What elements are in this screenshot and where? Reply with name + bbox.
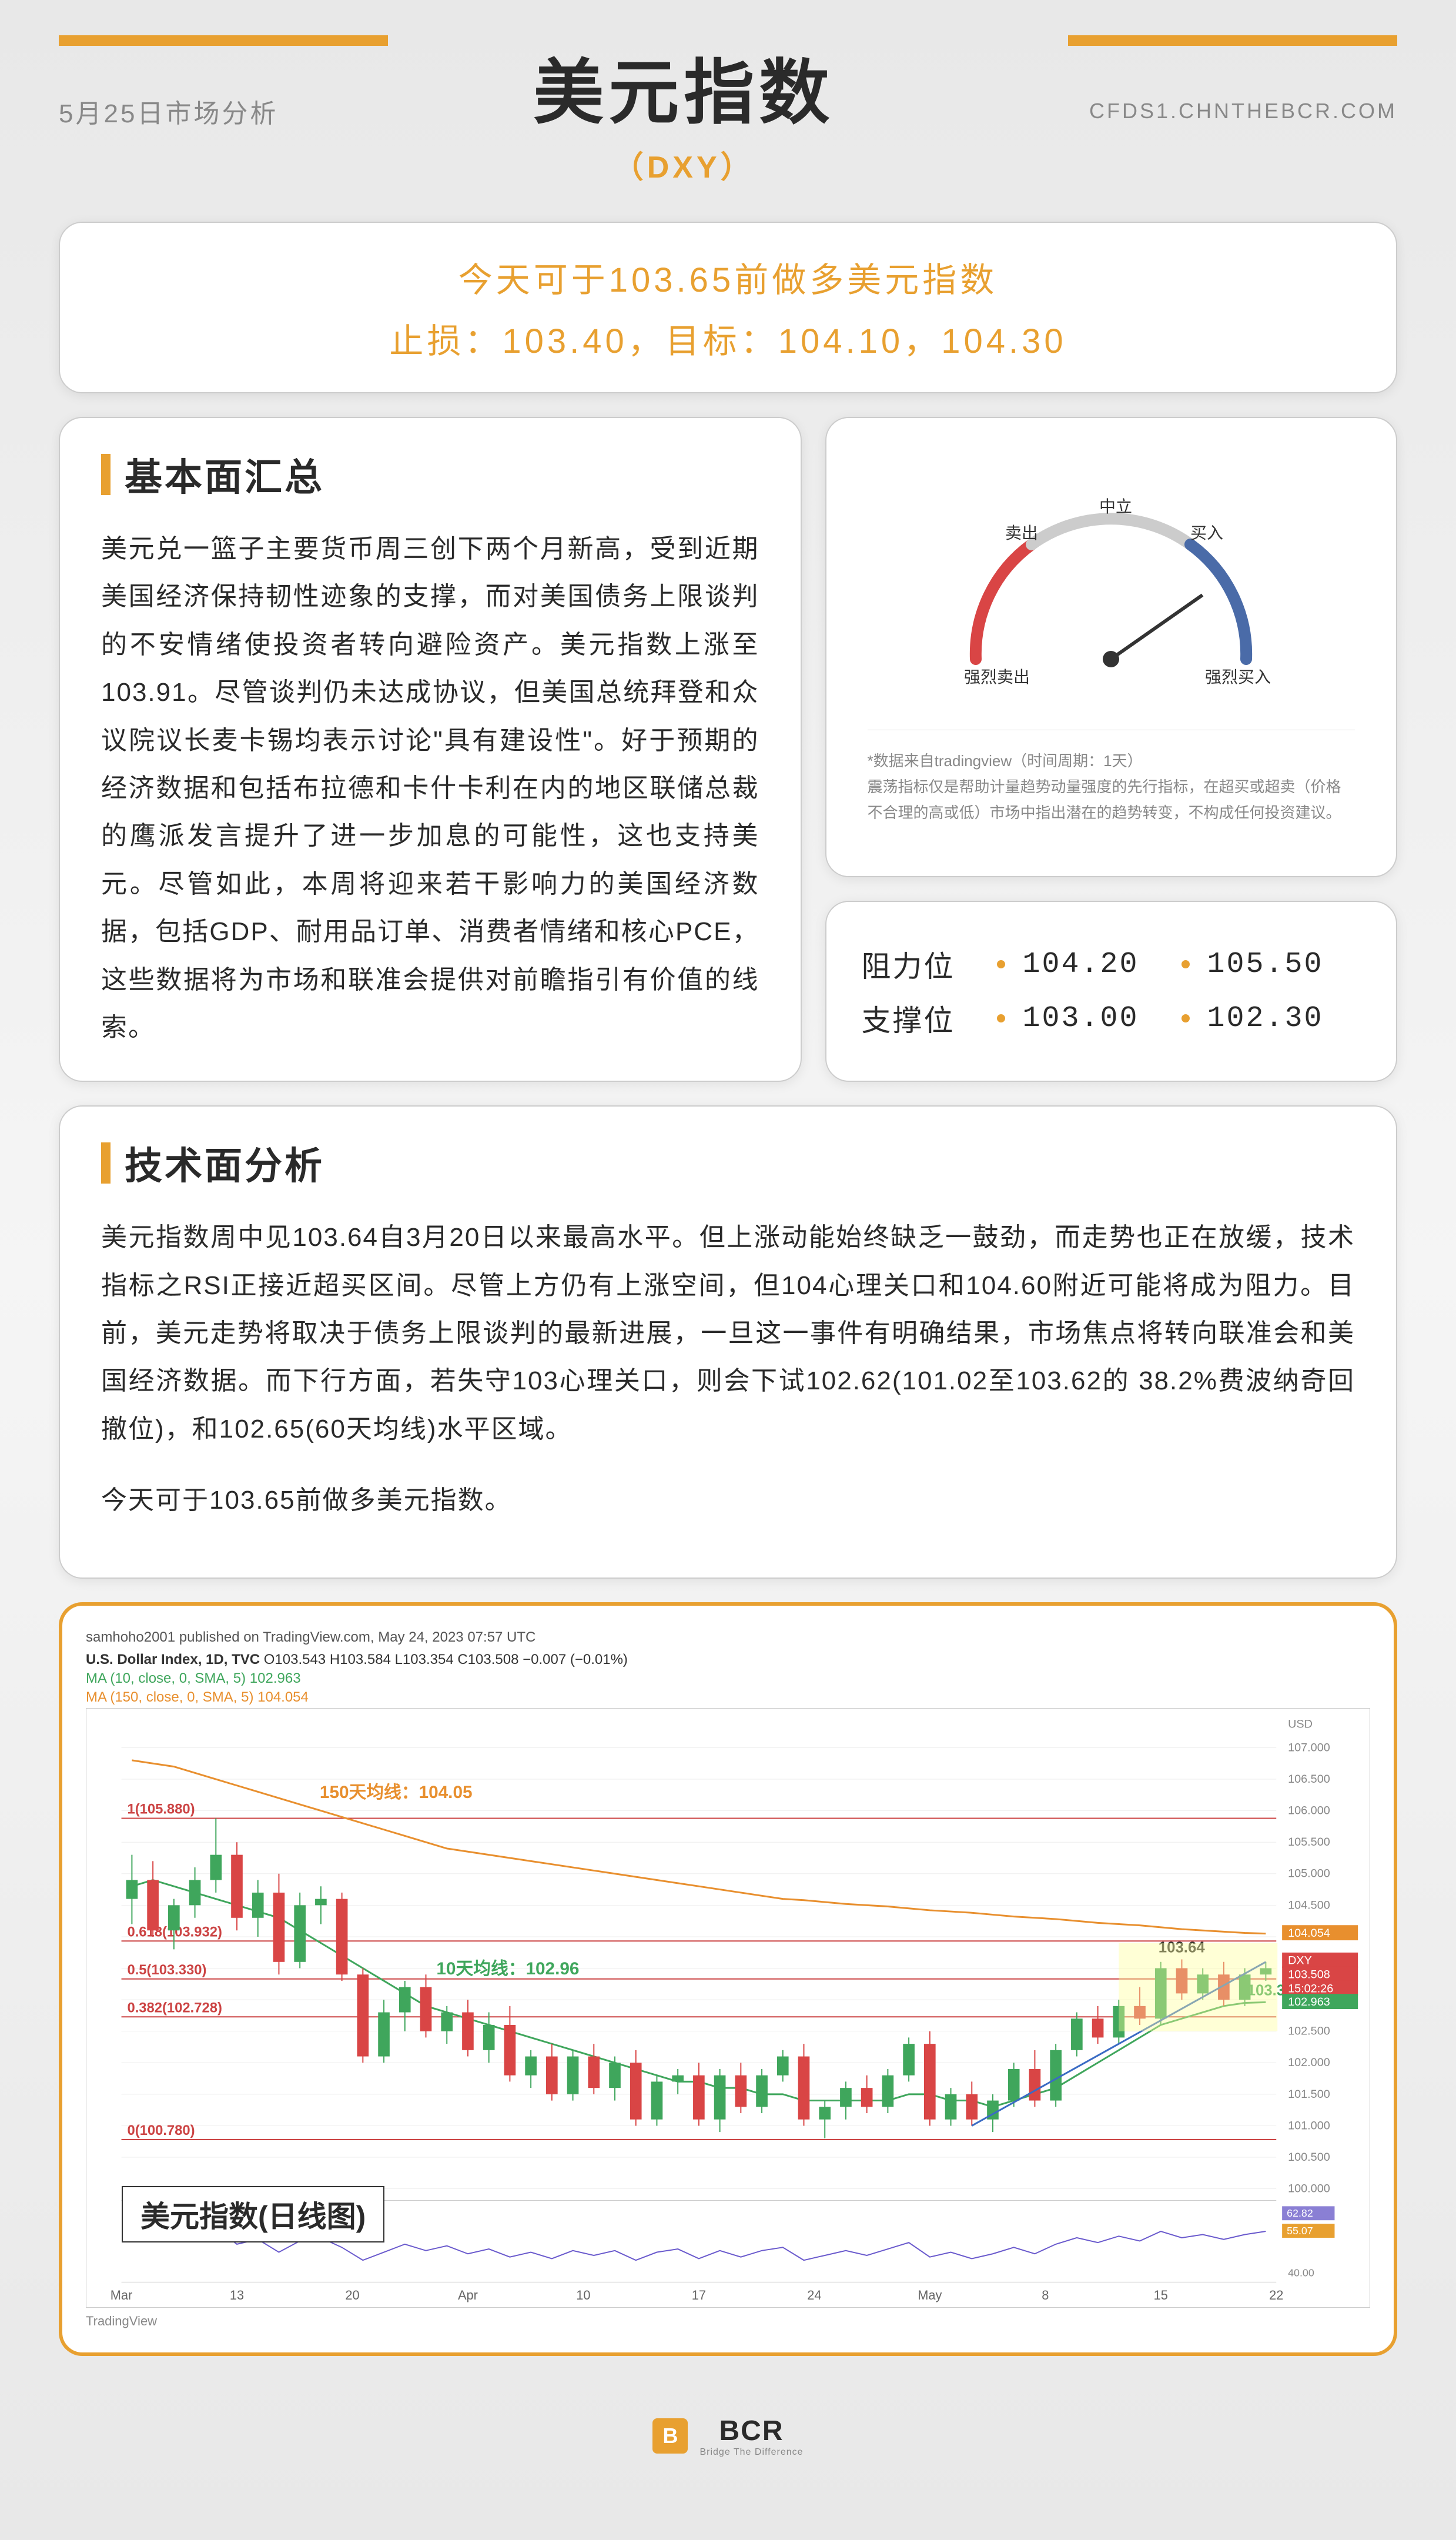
section-accent-bar: [101, 454, 111, 495]
svg-text:20: 20: [345, 2288, 359, 2302]
svg-text:10: 10: [576, 2288, 590, 2302]
chart-card: samhoho2001 published on TradingView.com…: [59, 1602, 1397, 2356]
svg-text:Mar: Mar: [111, 2288, 133, 2302]
svg-text:106.500: 106.500: [1288, 1773, 1330, 1786]
technical-title: 技术面分析: [101, 1136, 1355, 1190]
fundamental-title-text: 基本面汇总: [125, 447, 324, 502]
svg-text:13: 13: [230, 2288, 244, 2302]
fundamental-body: 美元兑一篮子主要货币周三创下两个月新高，受到近期美国经济保持韧性迹象的支撑，而对…: [101, 525, 759, 1051]
svg-text:0(100.780): 0(100.780): [127, 2123, 195, 2138]
svg-text:103.508: 103.508: [1288, 1968, 1330, 1981]
svg-text:22: 22: [1269, 2288, 1283, 2302]
level-dot-icon: [1181, 1014, 1190, 1022]
svg-text:100.000: 100.000: [1288, 2182, 1330, 2195]
svg-text:May: May: [918, 2288, 942, 2302]
resistance-row: 阻力位 104.20 105.50: [862, 943, 1361, 985]
svg-text:104.500: 104.500: [1288, 1899, 1330, 1911]
chart-title-badge: 美元指数(日线图): [122, 2186, 384, 2242]
gauge-footnote: *数据来自tradingview（时间周期：1天） 震荡指标仅是帮助计量趋势动量…: [868, 730, 1355, 826]
title-block: 美元指数 （DXY）: [278, 35, 1089, 186]
svg-text:卖出: 卖出: [1005, 524, 1038, 542]
support-value-2: 102.30: [1207, 1002, 1348, 1035]
gauge-footnote-disclaimer: 震荡指标仅是帮助计量趋势动量强度的先行指标，在超买或超卖（价格不合理的高或低）市…: [868, 774, 1355, 825]
chart-instrument: U.S. Dollar Index, 1D, TVC O103.543 H103…: [86, 1652, 1370, 1668]
svg-text:1(105.880): 1(105.880): [127, 1801, 195, 1817]
site-url: CFDS1.CHNTHEBCR.COM: [1089, 99, 1397, 123]
chart-area: 107.000 106.500 106.000 105.500 105.000 104.5…: [86, 1708, 1370, 2308]
chart-publisher: samhoho2001 published on TradingView.com…: [86, 1629, 1370, 1646]
svg-text:104.054: 104.054: [1288, 1927, 1330, 1940]
svg-text:105.000: 105.000: [1288, 1867, 1330, 1880]
gauge-footnote-source: *数据来自tradingview（时间周期：1天）: [868, 748, 1355, 774]
fundamental-card: 基本面汇总 美元兑一篮子主要货币周三创下两个月新高，受到近期美国经济保持韧性迹象…: [59, 417, 802, 1082]
trade-entry: 今天可于103.65前做多美元指数: [101, 252, 1355, 302]
fundamental-title: 基本面汇总: [101, 447, 759, 502]
svg-text:105.500: 105.500: [1288, 1836, 1330, 1849]
support-row: 支撑位 103.00 102.30: [862, 997, 1361, 1040]
svg-text:0.5(103.330): 0.5(103.330): [127, 1961, 206, 1977]
footer: B BCR Bridge The Difference: [0, 2379, 1456, 2481]
svg-text:101.000: 101.000: [1288, 2119, 1330, 2132]
levels-card: 阻力位 104.20 105.50 支撑位 103.00 102.30: [825, 901, 1397, 1082]
logo-tagline: Bridge The Difference: [699, 2447, 803, 2458]
gauge-needle: [1100, 589, 1207, 671]
gauge-svg: 强烈卖出 卖出 中立 买入 强烈买入: [929, 483, 1293, 694]
svg-text:107.000: 107.000: [1288, 1741, 1330, 1754]
footer-logo: B BCR Bridge The Difference: [652, 2415, 803, 2458]
svg-text:106.000: 106.000: [1288, 1804, 1330, 1817]
technical-body: 美元指数周中见103.64自3月20日以来最高水平。但上涨动能始终缺乏一鼓劲，而…: [101, 1214, 1355, 1453]
logo-text: BCR: [699, 2415, 803, 2447]
svg-text:USD: USD: [1288, 1717, 1313, 1730]
chart-ma150-meta: MA (150, close, 0, SMA, 5) 104.054: [86, 1689, 1370, 1706]
sentiment-gauge-card: 强烈卖出 卖出 中立 买入 强烈买入 *数据来自tradingview（时间周期…: [825, 417, 1397, 877]
svg-text:100.500: 100.500: [1288, 2151, 1330, 2164]
svg-text:8: 8: [1042, 2288, 1049, 2302]
resistance-value-1: 104.20: [1023, 948, 1164, 981]
svg-text:102.500: 102.500: [1288, 2024, 1330, 2037]
svg-text:150天均线：104.05: 150天均线：104.05: [320, 1783, 473, 1802]
page-subtitle: （DXY）: [278, 142, 1089, 186]
svg-text:101.500: 101.500: [1288, 2087, 1330, 2100]
svg-text:17: 17: [692, 2288, 706, 2302]
svg-text:强烈买入: 强烈买入: [1205, 668, 1271, 686]
technical-conclusion: 今天可于103.65前做多美元指数。: [101, 1476, 1355, 1524]
technical-title-text: 技术面分析: [125, 1136, 324, 1190]
svg-text:55.07: 55.07: [1287, 2225, 1313, 2237]
tradingview-credit: TradingView: [86, 2314, 1370, 2329]
svg-text:强烈卖出: 强烈卖出: [964, 668, 1030, 686]
resistance-value-2: 105.50: [1207, 948, 1348, 981]
level-dot-icon: [997, 960, 1005, 968]
support-label: 支撑位: [862, 997, 979, 1040]
svg-text:102.963: 102.963: [1288, 1996, 1330, 2008]
trade-signal-card: 今天可于103.65前做多美元指数 止损：103.40，目标：104.10，10…: [59, 222, 1397, 393]
level-dot-icon: [1181, 960, 1190, 968]
resistance-label: 阻力位: [862, 943, 979, 985]
svg-text:102.000: 102.000: [1288, 2056, 1330, 2069]
support-value-1: 103.00: [1023, 1002, 1164, 1035]
page-title: 美元指数: [278, 35, 1089, 138]
header: 5月25日市场分析 美元指数 （DXY） CFDS1.CHNTHEBCR.COM: [0, 0, 1456, 198]
svg-text:24: 24: [807, 2288, 821, 2302]
section-accent-bar: [101, 1142, 111, 1184]
sentiment-gauge: 强烈卖出 卖出 中立 买入 强烈买入: [868, 447, 1355, 694]
svg-text:中立: 中立: [1099, 497, 1132, 516]
svg-text:0.382(102.728): 0.382(102.728): [127, 2000, 222, 2016]
level-dot-icon: [997, 1014, 1005, 1022]
svg-text:买入: 买入: [1190, 524, 1223, 542]
svg-text:62.82: 62.82: [1287, 2207, 1313, 2219]
chart-ma10-meta: MA (10, close, 0, SMA, 5) 102.963: [86, 1670, 1370, 1687]
logo-icon: B: [652, 2418, 688, 2454]
accent-bar-right: [1068, 35, 1397, 46]
technical-card: 技术面分析 美元指数周中见103.64自3月20日以来最高水平。但上涨动能始终缺…: [59, 1105, 1397, 1578]
trade-targets: 止损：103.40，目标：104.10，104.30: [101, 313, 1355, 363]
svg-text:10天均线：102.96: 10天均线：102.96: [436, 1959, 579, 1978]
svg-text:15: 15: [1154, 2288, 1168, 2302]
svg-text:DXY: DXY: [1288, 1954, 1312, 1967]
svg-text:Apr: Apr: [458, 2288, 478, 2302]
date-label: 5月25日市场分析: [59, 92, 278, 130]
svg-text:40.00: 40.00: [1288, 2267, 1314, 2278]
svg-text:15:02:26: 15:02:26: [1288, 1982, 1333, 1995]
